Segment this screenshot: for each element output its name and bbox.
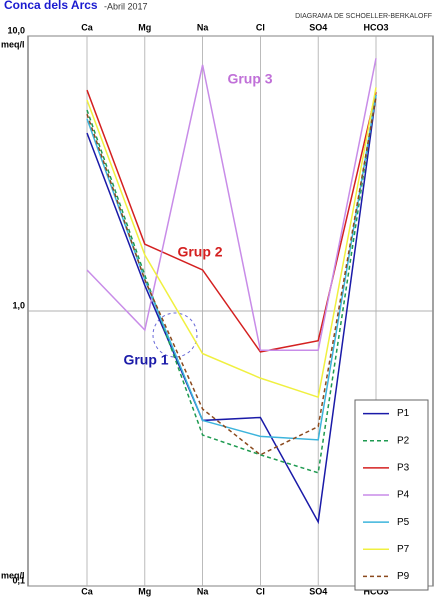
legend-label: P4 [397,490,410,501]
x-tick-label: Na [197,586,209,596]
x-tick-label: HCO3 [363,22,388,32]
series-line [86,87,377,399]
series-line [86,94,377,441]
chart-subtitle: -Abril 2017 [104,1,148,11]
legend-label: P5 [397,517,410,528]
y-label: meq/l [1,39,25,49]
x-tick-label: SO4 [309,586,327,596]
y-label: meq/l [1,570,25,580]
legend-label: P3 [397,462,410,473]
y-tick-label: 10,0 [7,25,25,35]
x-tick-label: Na [197,22,209,32]
x-tick-label: Cl [256,586,265,596]
x-tick-label: HCO3 [363,586,388,596]
y-tick-label: 0,1 [12,575,25,585]
group-circle [152,312,198,358]
series-line [86,94,377,525]
x-tick-label: Cl [256,22,265,32]
x-tick-label: Ca [81,22,93,32]
series-line [86,58,377,351]
x-tick-label: Mg [138,586,151,596]
x-tick-label: SO4 [309,22,327,32]
series-line [86,96,377,456]
diagram-name: DIAGRAMA DE SCHOELLER-BERKALOFF [295,13,432,20]
x-tick-label: Mg [138,22,151,32]
annotation: Grup 3 [227,71,272,87]
legend-label: P7 [397,544,410,555]
legend-label: P9 [397,571,410,582]
legend-label: P1 [397,408,410,419]
y-tick-label: 1,0 [12,300,25,310]
x-tick-label: Ca [81,586,93,596]
legend-label: P2 [397,435,410,446]
series-line [86,89,377,353]
annotation: Grup 2 [177,244,222,260]
annotation: Grup 1 [123,352,168,368]
chart-title: Conca dels Arcs [4,0,98,12]
